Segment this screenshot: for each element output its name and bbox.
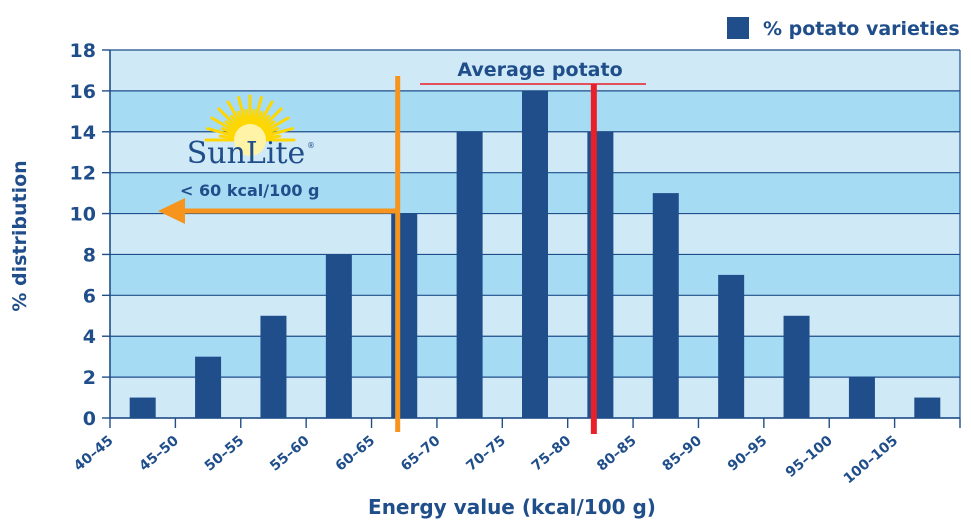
x-tick-label: 60–65 [333, 433, 378, 475]
bar [914, 397, 941, 418]
sun-ray [226, 100, 246, 132]
bar [848, 377, 875, 418]
y-tick-label: 12 [70, 163, 96, 185]
sun-ray [210, 116, 242, 136]
x-tick-label: 100–105 [841, 433, 901, 487]
sun-ray [258, 116, 290, 136]
bar [260, 315, 287, 418]
sunlite-arrow-head [158, 198, 185, 224]
annotations: Average potato SunLite ® < 60 kcal/100 g [158, 59, 646, 434]
x-axis-ticks: 40–45 45–50 50–55 55–60 60–65 65–70 70–75 75–80… [71, 418, 961, 487]
x-tick-label: 75–80 [529, 433, 575, 475]
legend: % potato varieties [727, 17, 960, 40]
sun-ray [237, 95, 249, 130]
sun-ray [251, 95, 263, 130]
bar [195, 356, 222, 418]
y-tick-label: 2 [83, 367, 96, 389]
legend-swatch [727, 17, 749, 39]
y-tick-label: 0 [83, 408, 96, 430]
x-tick-label: 70–75 [463, 433, 508, 475]
bar [325, 254, 352, 418]
y-tick-label: 4 [83, 326, 96, 348]
x-tick-label: 65–70 [398, 433, 444, 475]
sun-core [234, 124, 266, 156]
bar [652, 193, 679, 418]
x-tick-label: 90–95 [725, 433, 770, 475]
y-tick-label: 10 [70, 204, 96, 226]
y-tick-label: 16 [70, 81, 96, 103]
bar [783, 315, 810, 418]
y-tick-label: 14 [70, 122, 96, 144]
bar [522, 90, 548, 418]
y-tick-label: 8 [83, 244, 96, 266]
y-axis-ticks: 0 2 4 6 8 10 12 14 16 18 [70, 40, 110, 430]
sunlite-note: < 60 kcal/100 g [180, 181, 319, 200]
x-tick-label: 95–100 [783, 433, 836, 481]
sun-ray [217, 107, 244, 134]
sunlite-logo: SunLite ® [187, 94, 315, 171]
x-axis-label: Energy value (kcal/100 g) [368, 495, 656, 519]
x-tick-label: 50–55 [202, 433, 247, 475]
y-axis-label: % distribution [9, 160, 31, 311]
sunlite-logo-text: SunLite [187, 136, 306, 171]
sun-ray [256, 107, 283, 134]
registered-mark: ® [307, 141, 315, 150]
sun-ray [254, 100, 274, 132]
y-tick-label: 6 [83, 285, 96, 307]
x-tick-label: 55–60 [267, 433, 313, 475]
sun-ray [205, 127, 240, 139]
bar [456, 131, 483, 418]
bar [718, 274, 745, 418]
x-tick-label: 45–50 [136, 433, 182, 475]
x-tick-label: 85–90 [660, 433, 706, 475]
sun-ray [260, 127, 295, 139]
bar [391, 213, 418, 418]
legend-label: % potato varieties [763, 18, 960, 40]
y-tick-label: 18 [70, 40, 96, 62]
x-tick-label: 80–85 [594, 433, 639, 475]
bar [129, 397, 156, 418]
average-label: Average potato [457, 59, 622, 81]
x-tick-label: 40–45 [71, 433, 116, 475]
